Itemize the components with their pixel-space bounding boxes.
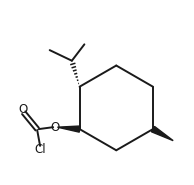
Text: O: O (50, 121, 59, 134)
Polygon shape (57, 126, 80, 132)
Polygon shape (152, 126, 173, 141)
Text: O: O (18, 103, 27, 116)
Text: Cl: Cl (34, 143, 46, 156)
